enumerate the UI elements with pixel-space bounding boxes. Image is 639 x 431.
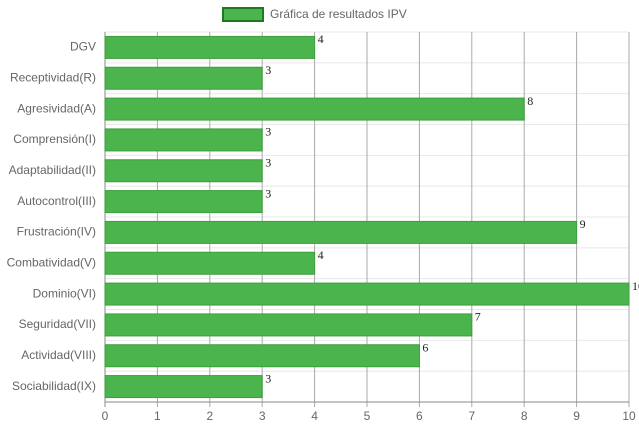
legend-label: Gráfica de resultados IPV (270, 7, 407, 21)
x-tick-label: 1 (154, 409, 161, 423)
bar (104, 190, 263, 214)
bar (104, 313, 473, 337)
bar (104, 344, 420, 368)
value-label: 6 (422, 341, 428, 355)
bar (104, 220, 578, 244)
bar (104, 282, 630, 306)
x-tick-label: 4 (311, 409, 318, 423)
value-label: 3 (265, 186, 271, 200)
x-tick-label: 5 (364, 409, 371, 423)
x-tick-label: 3 (259, 409, 266, 423)
value-label: 4 (318, 248, 324, 262)
y-tick-label: Dominio(VI) (33, 286, 96, 300)
value-label: 3 (265, 63, 271, 77)
y-tick-label: Actividad(VIII) (21, 348, 96, 362)
x-tick-label: 2 (206, 409, 213, 423)
y-tick-label: Autocontrol(III) (17, 194, 96, 208)
value-label: 3 (265, 156, 271, 170)
bar (104, 128, 263, 152)
bar (104, 159, 263, 183)
value-label: 3 (265, 371, 271, 385)
y-tick-label: Seguridad(VII) (19, 317, 96, 331)
bar (104, 251, 316, 275)
value-label: 7 (475, 310, 481, 324)
value-label: 8 (527, 94, 533, 108)
y-tick-label: Combatividad(V) (7, 255, 96, 269)
value-label: 4 (318, 32, 324, 46)
value-label: 9 (580, 217, 586, 231)
bar (104, 97, 525, 121)
x-tick-label: 8 (521, 409, 528, 423)
y-tick-label: Comprensión(I) (13, 132, 96, 146)
x-tick-label: 6 (416, 409, 423, 423)
y-tick-label: Receptividad(R) (10, 70, 96, 84)
x-tick-label: 9 (573, 409, 580, 423)
y-tick-label: Sociabilidad(IX) (12, 379, 96, 393)
y-tick-label: Agresividad(A) (17, 101, 96, 115)
x-tick-label: 7 (468, 409, 475, 423)
bar (104, 375, 263, 399)
x-tick-label: 0 (102, 409, 109, 423)
bar (104, 35, 316, 59)
y-tick-label: Frustración(IV) (17, 225, 96, 239)
y-tick-label: DGV (70, 40, 96, 54)
bar (104, 66, 263, 90)
x-tick-label: 10 (622, 409, 636, 423)
value-label: 3 (265, 125, 271, 139)
y-tick-label: Adaptabilidad(II) (9, 163, 96, 177)
value-label: 10 (632, 279, 639, 293)
legend-swatch (222, 7, 264, 22)
